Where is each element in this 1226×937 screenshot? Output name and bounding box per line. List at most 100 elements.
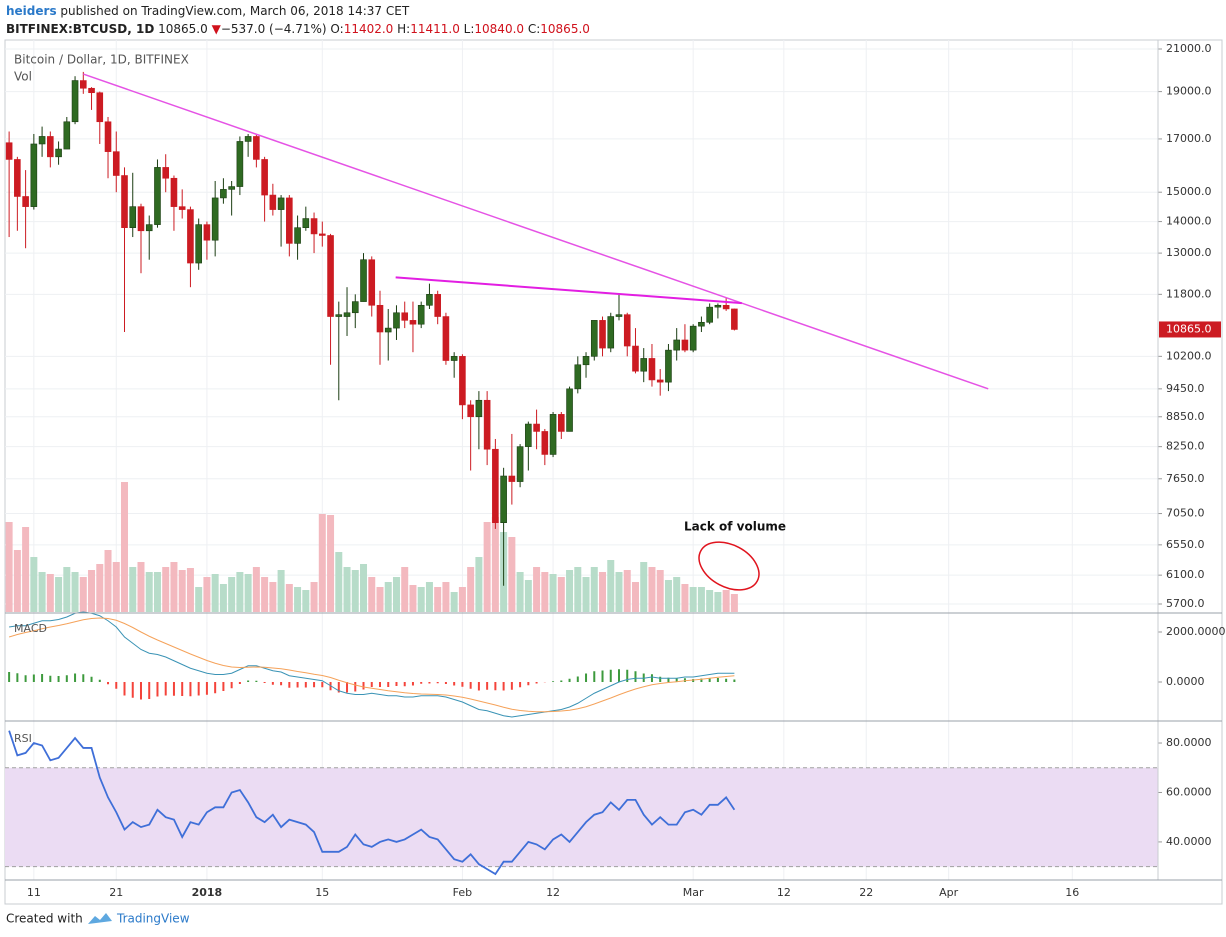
macd-histogram <box>683 678 686 682</box>
volume-bar <box>129 567 137 612</box>
candle-body <box>459 356 466 406</box>
y-tick-label: 13000.0 <box>1166 246 1212 259</box>
macd-histogram <box>733 679 736 682</box>
macd-histogram <box>288 682 291 688</box>
macd-histogram <box>700 678 703 682</box>
footer-created: Created with <box>6 912 83 926</box>
volume-bar <box>615 572 623 612</box>
candle-body <box>154 167 161 225</box>
last-price-label: 10865.0 <box>1166 322 1212 335</box>
footer: Created with TradingView <box>6 912 190 926</box>
candle-body <box>566 388 573 432</box>
volume-bar <box>211 574 219 612</box>
candle-body <box>63 121 71 150</box>
volume-bar <box>664 580 672 612</box>
candle-body <box>47 136 54 158</box>
candle-body <box>38 136 46 145</box>
candle-body <box>541 431 549 455</box>
volume-bar <box>450 592 458 612</box>
macd-histogram <box>535 682 538 684</box>
volume-bar <box>327 515 335 612</box>
macd-histogram <box>494 682 497 691</box>
volume-bar <box>318 514 326 612</box>
candle-body <box>319 233 326 236</box>
y-tick-label: 8250.0 <box>1166 440 1205 453</box>
candle-body <box>327 235 334 317</box>
candle-body <box>426 294 433 306</box>
macd-histogram <box>650 674 653 682</box>
candle-body <box>22 196 29 207</box>
volume-bar <box>55 577 63 612</box>
volume-bar <box>483 522 491 612</box>
candle-body <box>442 316 450 361</box>
candle-body <box>533 423 540 432</box>
candle-body <box>681 339 689 351</box>
candle-body <box>648 358 656 381</box>
candle-body <box>286 197 293 244</box>
candle-body <box>599 320 606 349</box>
candle-body <box>145 224 153 232</box>
candle-body <box>492 448 499 523</box>
y-tick-label: 5700.0 <box>1166 597 1205 610</box>
macd-histogram <box>263 682 266 683</box>
candle-body <box>467 404 474 418</box>
volume-bar <box>607 560 615 612</box>
volume-bar <box>392 577 400 612</box>
volume-bar <box>38 572 46 612</box>
candle-body <box>401 312 409 321</box>
volume-bar <box>475 557 483 612</box>
candle-body <box>178 206 186 210</box>
y-tick-label: 11800.0 <box>1166 287 1212 300</box>
volume-bar <box>145 572 153 612</box>
candle-body <box>409 320 417 325</box>
volume-bar <box>689 587 697 612</box>
c-label: C: <box>527 22 541 36</box>
macd-histogram <box>296 682 299 688</box>
footer-brand[interactable]: TradingView <box>116 912 190 926</box>
candle-body <box>236 141 244 187</box>
volume-bar <box>46 574 54 612</box>
macd-tick-label: 0.0000 <box>1166 675 1205 688</box>
candle-body <box>450 356 458 361</box>
macd-histogram <box>461 682 464 687</box>
candle-body <box>558 414 565 432</box>
volume-bar <box>722 590 730 612</box>
volume-bar <box>351 570 359 612</box>
header-line-2: BITFINEX:BTCUSD, 1D 10865.0 ▼−537.0 (−4.… <box>6 22 590 36</box>
volume-bar <box>566 570 574 612</box>
author[interactable]: heiders <box>6 4 57 18</box>
macd-histogram <box>469 682 472 689</box>
x-tick-label: 22 <box>859 886 873 899</box>
macd-histogram <box>280 682 283 686</box>
macd-macd-line <box>9 611 735 718</box>
macd-histogram <box>41 674 44 682</box>
x-tick-label: 21 <box>109 886 123 899</box>
volume-bar <box>63 567 71 612</box>
candle-body <box>574 364 582 390</box>
macd-histogram <box>436 682 439 684</box>
candle-body <box>665 349 672 383</box>
macd-histogram <box>362 682 365 690</box>
candle-body <box>162 167 170 179</box>
volume-bar <box>310 582 318 612</box>
macd-histogram <box>107 682 110 685</box>
rsi-tick-label: 80.0000 <box>1166 736 1212 749</box>
volume-bar <box>5 522 13 612</box>
volume-bar <box>162 567 170 612</box>
candle-body <box>211 197 219 241</box>
macd-histogram <box>16 673 19 682</box>
volume-bar <box>22 527 30 612</box>
candle-body <box>607 316 615 349</box>
volume-bar <box>508 537 516 612</box>
candle-body <box>137 206 145 232</box>
volume-bar <box>623 570 631 612</box>
macd-histogram <box>98 679 101 682</box>
l-label: L: <box>463 22 475 36</box>
trendline <box>83 73 989 390</box>
y-tick-label: 8850.0 <box>1166 410 1205 423</box>
y-tick-label: 6550.0 <box>1166 538 1205 551</box>
volume-bar <box>368 577 376 612</box>
candle-body <box>673 339 680 351</box>
published: published on TradingView.com, March 06, … <box>60 4 410 18</box>
candle-body <box>623 314 631 347</box>
